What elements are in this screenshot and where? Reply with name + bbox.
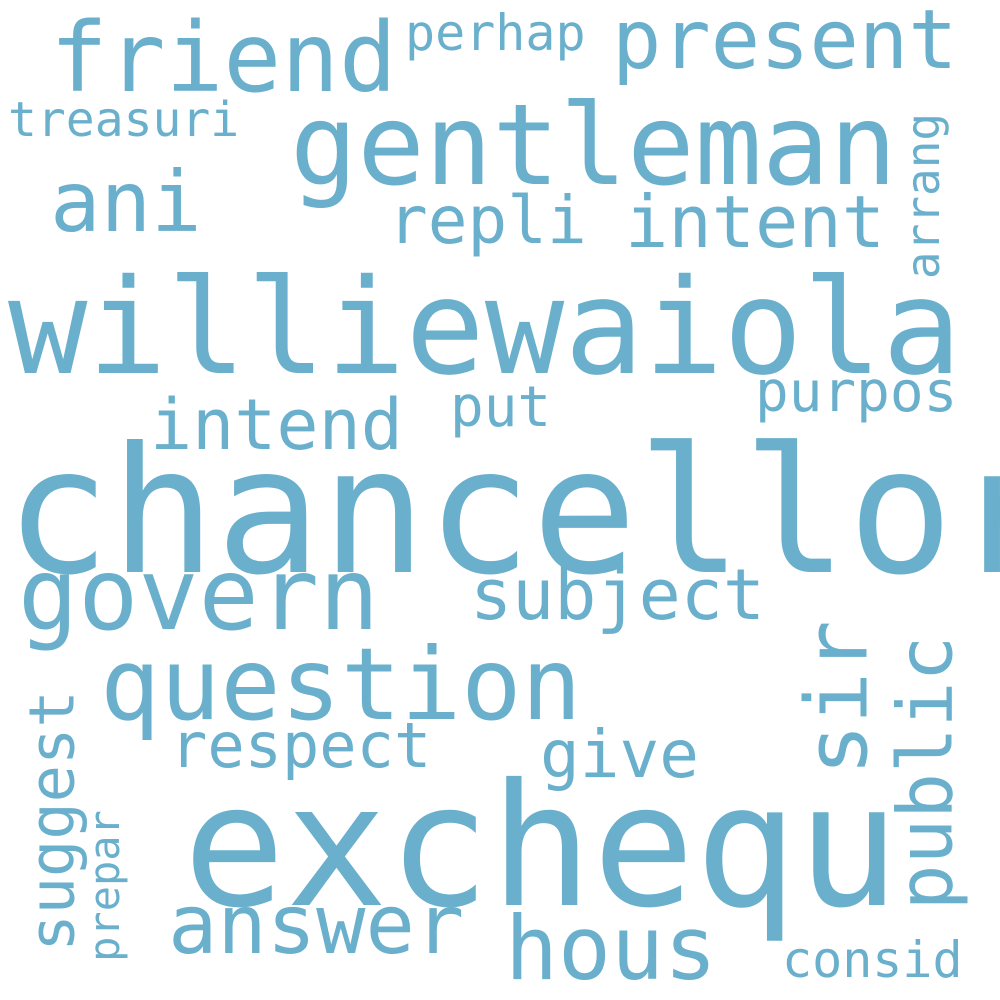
word-put: put bbox=[450, 375, 552, 440]
word-govern: govern bbox=[18, 536, 380, 653]
word-arrang: arrang bbox=[896, 112, 951, 280]
word-present: present bbox=[612, 0, 958, 88]
word-sir: sir bbox=[787, 620, 888, 776]
word-suggest: suggest bbox=[15, 690, 89, 952]
word-hous: hous bbox=[505, 897, 717, 1000]
word-repli: repli bbox=[388, 182, 587, 259]
word-intent: intent bbox=[625, 180, 886, 264]
word-respect: respect bbox=[170, 709, 432, 782]
word-consid: consid bbox=[782, 931, 963, 989]
word-friend: friend bbox=[50, 2, 397, 114]
word-exchequ: exchequ bbox=[183, 748, 900, 946]
word-question: question bbox=[100, 626, 582, 743]
word-gentleman: gentleman bbox=[290, 81, 897, 211]
word-treasuri: treasuri bbox=[8, 92, 240, 148]
word-chancellor: chancellor bbox=[5, 411, 1000, 614]
word-ani: ani bbox=[50, 153, 202, 251]
word-give: give bbox=[540, 716, 699, 793]
word-purpos: purpos bbox=[755, 360, 958, 425]
word-subject: subject bbox=[470, 554, 766, 636]
word-perhap: perhap bbox=[405, 4, 586, 62]
word-intend: intend bbox=[150, 384, 403, 466]
word-public: public bbox=[880, 635, 970, 911]
word-answer: answer bbox=[168, 878, 465, 973]
word-prepar: prepar bbox=[79, 810, 129, 962]
word-williewaiola: williewaiola bbox=[8, 251, 962, 405]
